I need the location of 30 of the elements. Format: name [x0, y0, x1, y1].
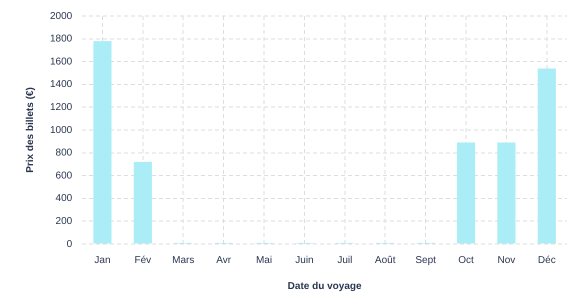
x-tick-label: Mars [172, 254, 194, 266]
y-tick-label: 800 [56, 148, 73, 159]
x-tick-label: Juin [295, 254, 314, 266]
x-tick-label: Fév [134, 254, 152, 266]
x-tick-label: Jan [94, 254, 111, 266]
x-tick-label: Nov [498, 254, 516, 266]
x-tick-label: Avr [216, 254, 232, 266]
bar [456, 142, 476, 244]
y-tick-label: 1400 [50, 79, 73, 90]
y-tick-label: 600 [56, 170, 73, 182]
x-tick-label: Mai [256, 254, 272, 266]
y-tick-label: 1600 [50, 56, 73, 68]
x-tick-label: Sept [415, 254, 436, 266]
y-tick-label: 200 [56, 216, 73, 227]
bar [93, 41, 112, 244]
bar [538, 68, 556, 244]
bar [497, 142, 516, 244]
y-tick-label: 1000 [50, 124, 73, 136]
y-tick-label: 1800 [50, 34, 73, 45]
y-axis-title: Prix des billets (€) [24, 87, 36, 173]
y-tick-label: 400 [56, 193, 73, 204]
x-tick-label: Juil [337, 254, 352, 266]
bar [134, 162, 152, 244]
x-tick-label: Déc [538, 254, 556, 266]
x-tick-label: Août [374, 254, 396, 266]
x-axis-title: Date du voyage [288, 280, 362, 292]
y-tick-label: 2000 [50, 10, 73, 22]
y-tick-label: 1200 [50, 102, 73, 113]
x-tick-label: Oct [458, 254, 474, 266]
y-tick-label: 0 [66, 238, 73, 250]
